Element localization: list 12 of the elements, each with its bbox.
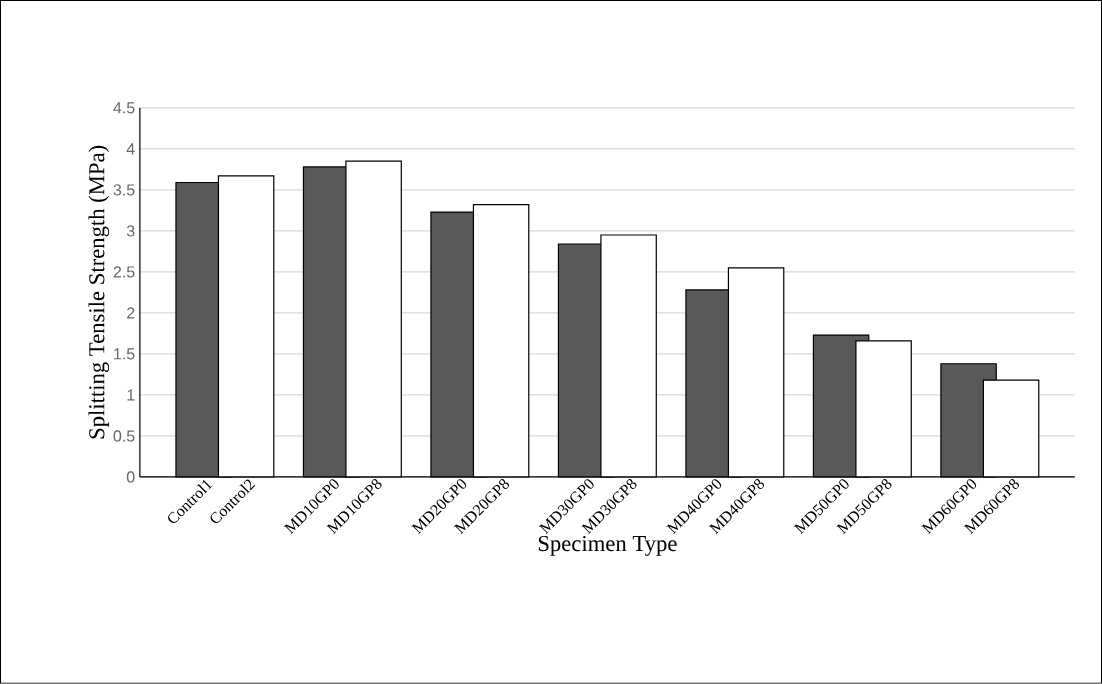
y-tick-label: 4.5 [113,102,135,114]
y-tick-label: 2 [127,307,135,319]
y-tick-label: 0 [126,471,135,483]
y-axis-title: Splitting Tensile Strength (MPa) [88,145,110,439]
y-tick-label: 2.5 [113,266,135,278]
y-tick-label: 3 [126,225,135,237]
y-tick-label: 0.5 [113,430,135,442]
y-tick-label: 1 [127,389,135,401]
y-tick-label: 3.5 [113,184,135,196]
y-tick-label: 4 [126,143,135,155]
x-axis-title: Specimen Type [538,535,677,556]
y-tick-label: 1.5 [114,348,135,360]
